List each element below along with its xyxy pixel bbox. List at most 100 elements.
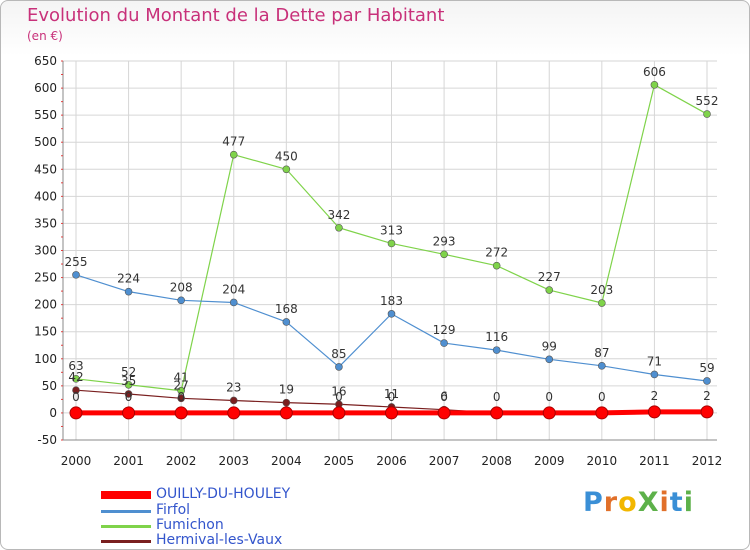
logo-letter: o [618,487,638,518]
proxiti-logo: ProXiti [583,487,694,518]
legend-swatch-fumichon [101,525,151,528]
y-tick-label: 550 [34,108,57,122]
data-point [545,355,554,364]
data-label: 16 [331,384,346,398]
x-tick-label: 2006 [376,454,407,468]
y-tick-label: 600 [34,81,57,95]
data-point [700,405,714,419]
data-label: 255 [65,255,88,269]
data-label: 293 [433,234,456,248]
data-point [174,406,188,420]
data-point [177,296,185,305]
y-tick-label: 200 [34,298,57,312]
chart-title: Evolution du Montant de la Dette par Hab… [27,5,445,26]
data-point [387,239,396,248]
data-label: 2 [651,389,659,403]
data-label: 71 [647,354,662,368]
y-tick-label: 150 [34,325,57,339]
data-point [177,386,185,395]
legend-label-hermival: Hermival-les-Vaux [156,532,283,548]
logo-letter: i [683,487,694,518]
data-label: 0 [493,390,501,404]
legend-item-ouilly: OUILLY-DU-HOULEY [101,486,361,504]
data-label: 129 [433,323,456,337]
data-label: 0 [72,390,80,404]
data-point [282,165,291,174]
data-point [229,396,238,405]
x-tick-label: 2012 [692,454,723,468]
data-label: 552 [696,94,719,108]
data-label: 203 [590,283,613,297]
chart-subtitle: (en €) [27,29,63,43]
data-point [703,377,711,385]
x-tick-label: 2011 [639,454,670,468]
x-tick-label: 2010 [587,454,618,468]
legend-swatch-ouilly [101,491,151,499]
legend-item-firfol: Firfol [101,502,361,520]
data-label: 477 [222,135,245,149]
y-tick-label: 100 [34,352,57,366]
data-point [72,375,80,383]
data-label: 342 [327,208,350,222]
data-label: 27 [174,378,189,392]
y-tick-label: 650 [34,54,57,68]
data-point [542,406,556,420]
data-label: 52 [121,365,136,379]
y-tick-label: 500 [34,135,57,149]
data-label: 227 [538,270,561,284]
y-tick-label: 450 [34,162,57,176]
legend-label-firfol: Firfol [156,502,191,518]
data-label: 0 [440,390,448,404]
logo-letter: X [637,487,660,518]
logo-letter: i [659,487,670,518]
data-label: 59 [699,361,714,375]
data-point [703,110,711,118]
data-label: 0 [388,390,396,404]
data-label: 208 [170,280,193,294]
data-label: 204 [222,282,245,296]
x-tick-label: 2002 [166,454,197,468]
data-label: 63 [68,359,83,373]
data-label: 6 [440,390,448,404]
data-point [279,406,293,420]
data-label: 0 [598,390,606,404]
data-label: 450 [275,149,298,163]
y-tick-label: 0 [49,406,57,420]
data-point [229,298,238,307]
data-label: 168 [275,302,298,316]
data-point [332,406,346,420]
data-point [545,286,554,294]
data-point [385,406,398,420]
x-tick-label: 2004 [271,454,302,468]
data-point [72,271,80,279]
data-point [650,370,659,379]
data-label: 41 [174,371,189,385]
data-point [335,223,343,232]
data-point [598,299,606,307]
y-tick-label: -50 [37,433,57,447]
data-point [72,386,80,394]
data-point [177,394,185,403]
legend-item-hermival: Hermival-les-Vaux [101,532,361,549]
data-label: 0 [177,390,185,404]
data-point [282,318,291,326]
data-label: 23 [226,380,241,394]
data-point [647,405,661,419]
data-label: 606 [643,65,666,79]
data-point [492,261,501,270]
data-point [440,339,448,347]
y-tick-label: 400 [34,189,57,203]
x-tick-label: 2007 [429,454,460,468]
logo-letter: t [669,487,684,518]
legend-swatch-firfol [101,510,151,513]
legend-label-ouilly: OUILLY-DU-HOULEY [156,486,291,502]
data-label: 35 [121,374,136,388]
data-point [227,406,241,420]
legend-label-fumichon: Fumichon [156,517,224,533]
data-label: 19 [279,383,294,397]
x-tick-label: 2003 [218,454,249,468]
data-point [124,287,133,296]
data-label: 42 [68,370,83,384]
data-label: 0 [335,390,343,404]
